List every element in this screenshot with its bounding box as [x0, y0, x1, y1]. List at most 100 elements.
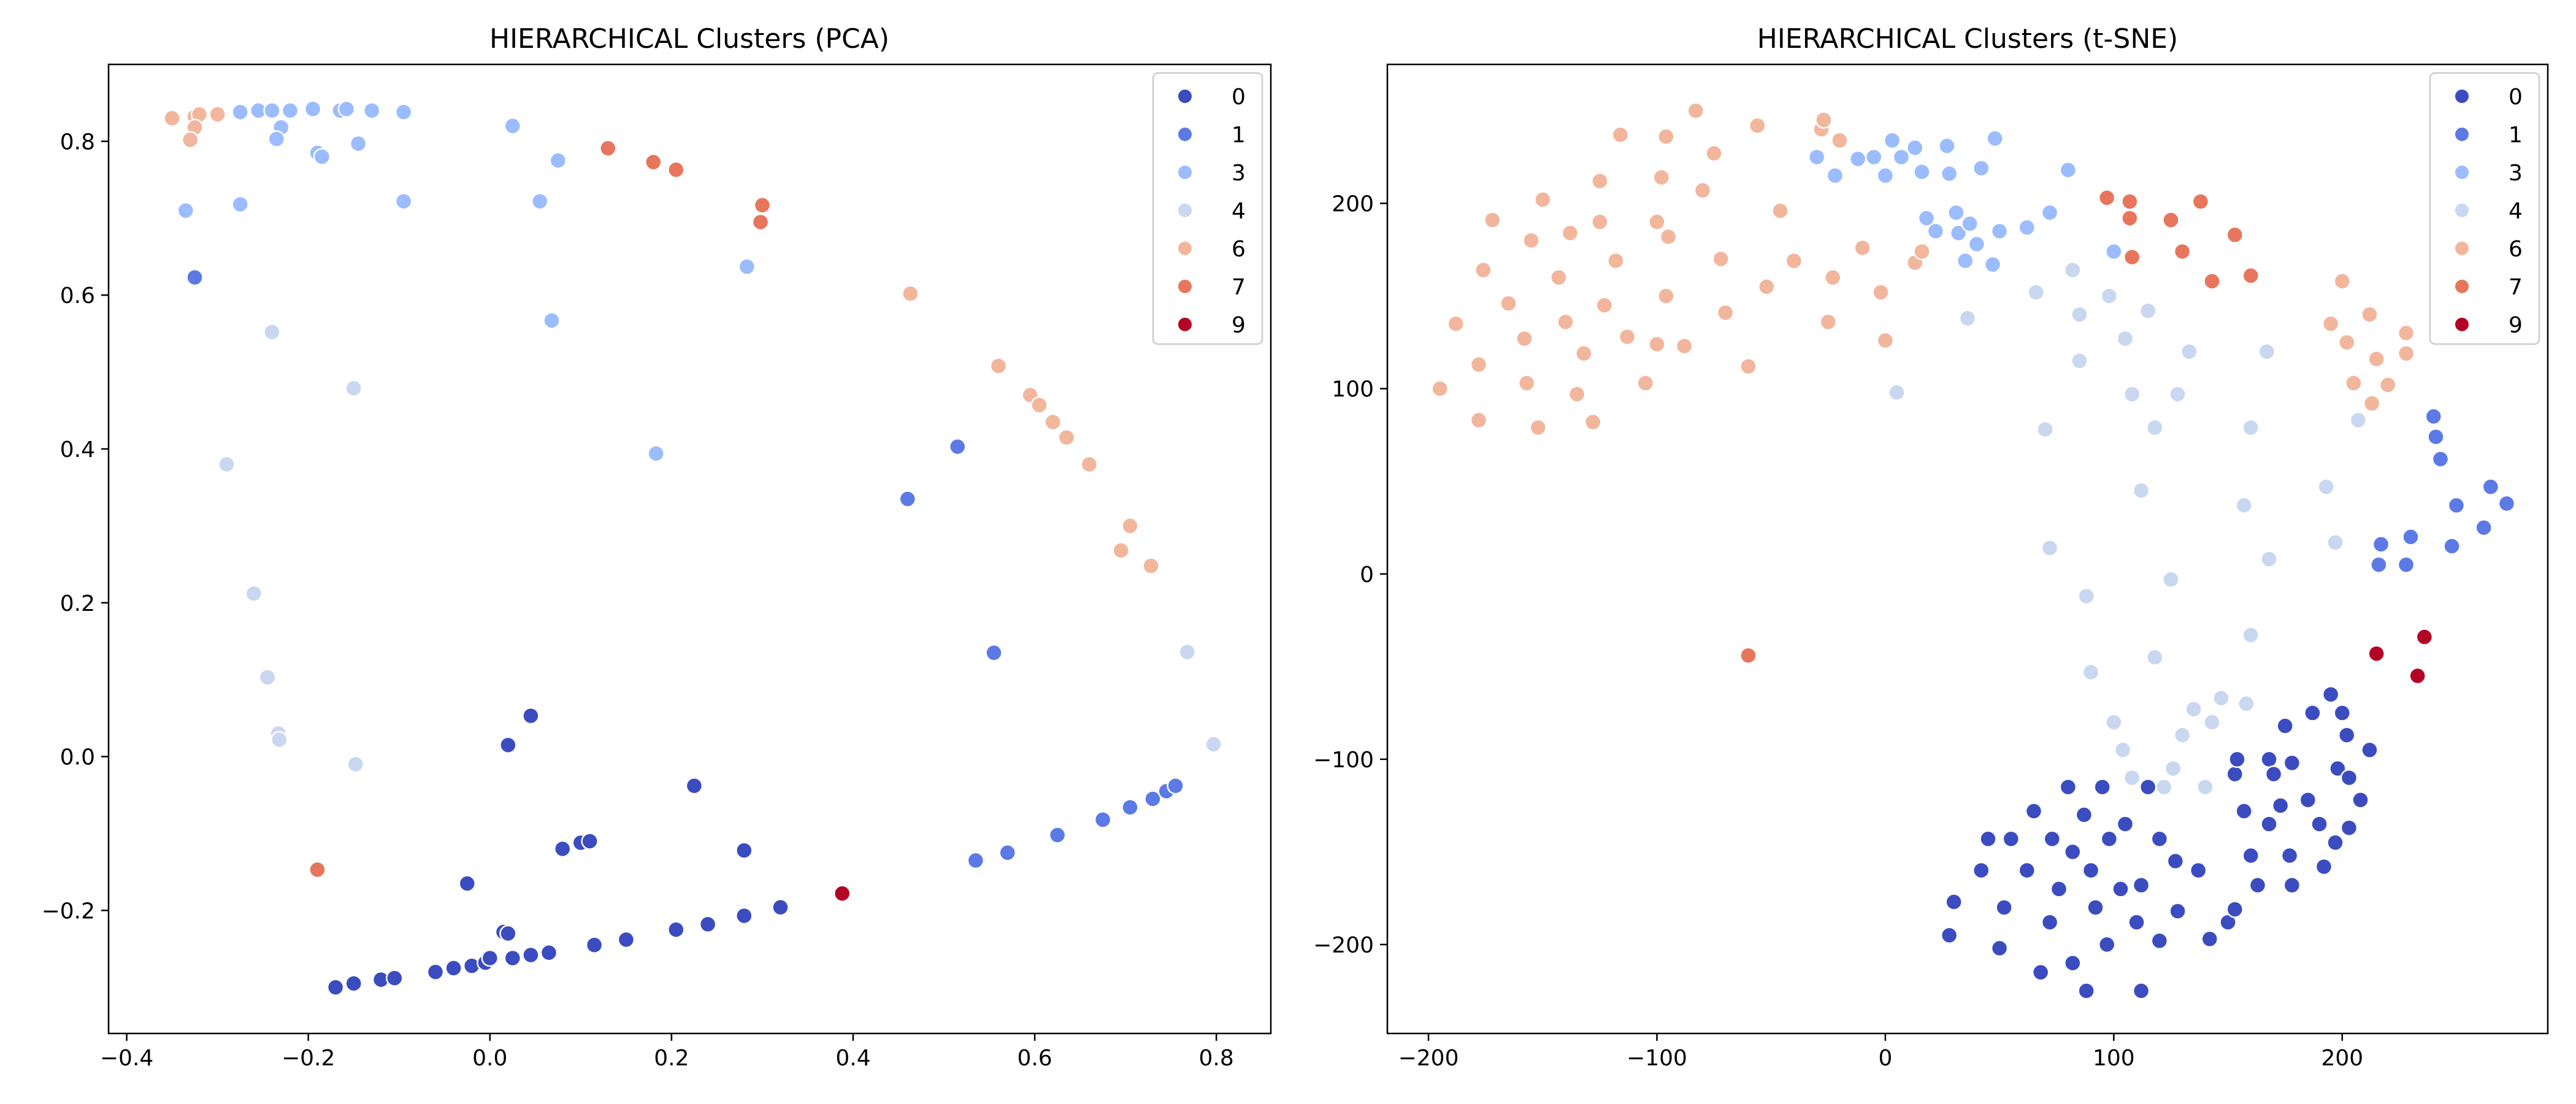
point-cluster-6	[1112, 542, 1130, 559]
legend-marker	[1177, 202, 1193, 218]
point-cluster-6	[1474, 261, 1492, 279]
point-cluster-0	[2043, 830, 2061, 848]
point-cluster-6	[1057, 428, 1076, 447]
point-cluster-3	[1807, 148, 1826, 166]
point-cluster-4	[270, 730, 288, 749]
point-cluster-4	[2155, 778, 2173, 796]
point-cluster-0	[585, 936, 604, 954]
point-cluster-3	[1947, 204, 1965, 221]
point-cluster-6	[1522, 231, 1540, 250]
point-cluster-6	[1550, 269, 1568, 286]
point-cluster-0	[426, 963, 445, 981]
point-cluster-4	[2162, 570, 2180, 589]
point-cluster-0	[2283, 876, 2301, 894]
legend-marker	[1177, 316, 1193, 332]
point-cluster-3	[738, 258, 756, 276]
point-cluster-7	[667, 161, 685, 179]
point-cluster-0	[2340, 769, 2358, 787]
point-cluster-6	[1591, 213, 1609, 231]
point-cluster-3	[1849, 150, 1867, 168]
point-cluster-0	[2226, 765, 2244, 783]
point-cluster-0	[2333, 704, 2352, 722]
point-cluster-6	[1675, 337, 1693, 355]
point-cluster-0	[735, 907, 753, 925]
point-cluster-0	[2310, 815, 2328, 833]
point-cluster-1	[2482, 478, 2500, 496]
point-cluster-3	[231, 195, 249, 213]
point-cluster-6	[1470, 411, 1488, 429]
legend-label: 9	[2509, 313, 2523, 338]
point-cluster-7	[309, 861, 326, 879]
point-cluster-6	[1739, 358, 1757, 375]
point-cluster-0	[2025, 802, 2043, 820]
point-cluster-0	[522, 707, 540, 725]
point-cluster-6	[902, 285, 919, 302]
legend-label: 6	[2509, 237, 2523, 262]
point-cluster-1	[2372, 535, 2390, 553]
point-cluster-4	[2036, 420, 2054, 439]
point-cluster-6	[1831, 131, 1849, 150]
point-cluster-6	[1771, 202, 1789, 220]
point-cluster-0	[2226, 900, 2244, 918]
point-cluster-3	[177, 202, 195, 220]
point-cluster-0	[2075, 806, 2093, 824]
point-cluster-0	[2098, 935, 2116, 954]
point-cluster-6	[2397, 345, 2415, 362]
point-cluster-0	[581, 832, 599, 850]
point-cluster-6	[2363, 394, 2381, 413]
point-cluster-1	[2370, 556, 2388, 573]
point-cluster-0	[2150, 830, 2169, 848]
y-tick-label: −200	[1313, 933, 1374, 958]
legend: 0 1 3 4 6 7 9	[2429, 72, 2540, 345]
legend-label: 0	[2509, 85, 2523, 110]
legend-box	[2429, 72, 2540, 345]
x-tick-label: 100	[2093, 1046, 2135, 1071]
point-cluster-6	[1636, 374, 1655, 392]
legend-label: 7	[1232, 275, 1246, 300]
point-cluster-0	[2340, 819, 2358, 837]
point-cluster-6	[1470, 356, 1488, 374]
point-cluster-1	[2431, 450, 2450, 468]
point-cluster-6	[1785, 251, 1803, 270]
point-cluster-3	[1913, 163, 1931, 181]
point-cluster-6	[1484, 211, 1501, 229]
point-cluster-3	[504, 117, 522, 135]
point-cluster-0	[1940, 926, 1958, 945]
point-cluster-4	[263, 323, 281, 341]
point-cluster-1	[1167, 776, 1184, 795]
legend-label: 7	[2509, 275, 2523, 300]
point-cluster-0	[2139, 778, 2157, 796]
point-cluster-6	[1659, 228, 1677, 246]
point-cluster-4	[2212, 689, 2230, 707]
x-tick-label: −100	[1627, 1046, 1687, 1071]
point-cluster-3	[394, 103, 413, 121]
point-cluster-6	[2338, 333, 2356, 351]
point-cluster-4	[2180, 343, 2198, 361]
point-cluster-3	[337, 100, 356, 118]
point-cluster-0	[2112, 880, 2129, 898]
x-tick-label: 0.0	[472, 1046, 507, 1071]
point-cluster-0	[2064, 954, 2082, 972]
y-tick-label: 0.2	[60, 591, 95, 616]
legend-marker	[2454, 126, 2470, 142]
point-cluster-3	[1990, 222, 2009, 240]
point-cluster-6	[1447, 315, 1465, 333]
point-cluster-0	[2361, 741, 2379, 759]
point-cluster-0	[2082, 861, 2100, 880]
point-cluster-0	[772, 899, 789, 916]
point-cluster-1	[899, 490, 917, 508]
point-cluster-0	[1972, 861, 1990, 880]
point-cluster-0	[326, 978, 345, 997]
point-cluster-4	[2326, 534, 2344, 551]
point-cluster-4	[2123, 769, 2141, 787]
point-cluster-3	[1938, 137, 1956, 155]
point-cluster-0	[2002, 830, 2020, 848]
x-axis: −0.4 −0.2 0.0 0.2 0.4 0.6 0.8	[100, 1033, 1234, 1071]
point-cluster-4	[2242, 626, 2260, 644]
point-cluster-1	[999, 844, 1016, 862]
point-cluster-6	[1575, 345, 1593, 362]
point-cluster-0	[2064, 843, 2082, 861]
y-axis: −200 −100 0 100 200	[1313, 192, 1387, 958]
point-cluster-4	[347, 755, 364, 773]
legend-marker	[2454, 202, 2470, 218]
